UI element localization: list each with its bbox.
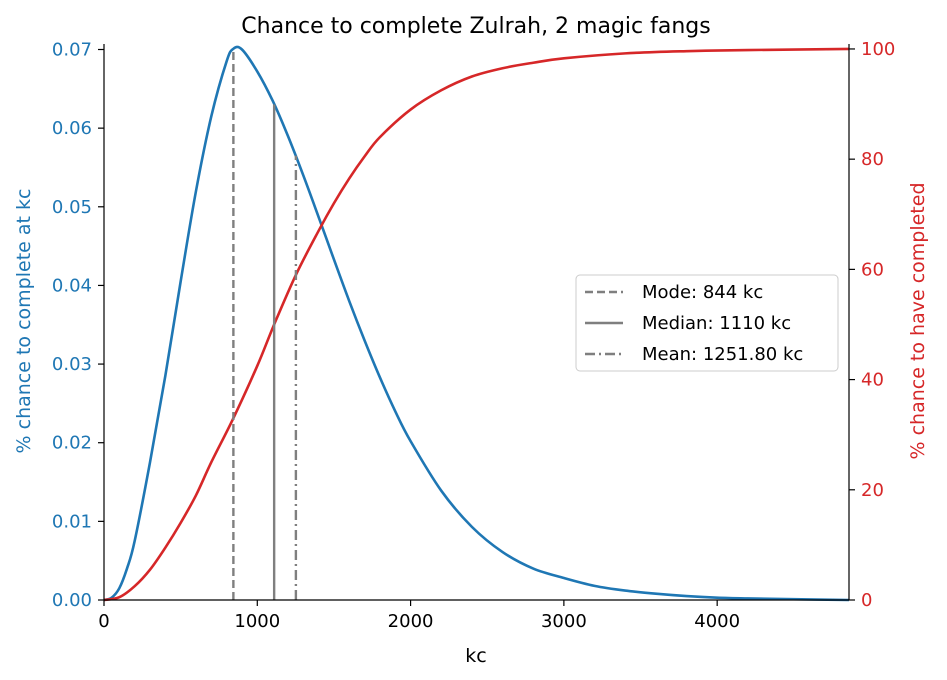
left-y-tick-label: 0.00 [52,590,92,611]
left-y-tick-label: 0.03 [52,354,92,375]
chart-title: Chance to complete Zulrah, 2 magic fangs [241,14,710,39]
legend-label-0: Mode: 844 kc [642,282,763,303]
left-y-tick-label: 0.06 [52,118,92,139]
x-axis-label: kc [465,645,486,667]
x-tick-label: 2000 [388,611,434,632]
plot-area: 0 1000 2000 3000 40000.000.010.020.030.040.0… [52,39,895,632]
right-y-tick-label: 80 [861,149,884,170]
right-y-tick-label: 100 [861,39,895,60]
left-y-tick-label: 0.04 [52,275,92,296]
legend-box [575,274,839,372]
x-tick-label: 3000 [541,611,587,632]
right-y-tick-label: 0 [861,590,872,611]
x-tick-label: 4000 [694,611,740,632]
right-y-tick-label: 60 [861,259,884,280]
left-y-tick-label: 0.07 [52,40,92,61]
right-y-axis-label: % chance to have completed [907,182,929,459]
right-y-tick-label: 40 [861,370,884,391]
legend: Mode: 844 kc Median: 1110 kc Mean: 1251.80… [575,274,839,372]
left-y-axis-label: % chance to complete at kc [13,189,35,454]
series-line-pdf [103,45,850,602]
left-y-tick-label: 0.05 [52,197,92,218]
left-y-tick-label: 0.02 [52,433,92,454]
x-tick-label: 0 [98,611,109,632]
legend-label-1: Median: 1110 kc [642,313,791,334]
legend-label-2: Mean: 1251.80 kc [642,344,803,365]
right-y-tick-label: 20 [861,480,884,501]
series-line-cdf [103,47,850,602]
x-tick-label: 1000 [234,611,280,632]
left-y-tick-label: 0.01 [52,511,92,532]
